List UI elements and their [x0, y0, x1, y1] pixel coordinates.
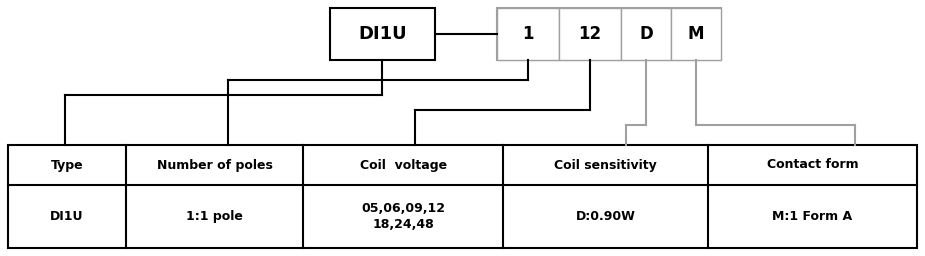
Text: M: M [688, 25, 704, 43]
Bar [8, 145, 917, 248]
Text: D:0.90W: D:0.90W [575, 210, 635, 223]
Text: M:1 Form A: M:1 Form A [772, 210, 853, 223]
Text: Contact form: Contact form [767, 158, 858, 172]
Text: Type: Type [51, 158, 83, 172]
Text: Coil sensitivity: Coil sensitivity [554, 158, 657, 172]
Bar [621, 8, 671, 60]
Bar [559, 8, 621, 60]
Text: DI1U: DI1U [358, 25, 407, 43]
Text: 05,06,09,12
18,24,48: 05,06,09,12 18,24,48 [362, 202, 446, 230]
Bar [497, 8, 559, 60]
Bar [330, 8, 435, 60]
Text: Coil  voltage: Coil voltage [360, 158, 447, 172]
Text: Number of poles: Number of poles [157, 158, 273, 172]
Bar [497, 8, 721, 60]
Text: 1:1 pole: 1:1 pole [186, 210, 243, 223]
Text: D: D [639, 25, 653, 43]
Text: DI1U: DI1U [50, 210, 84, 223]
Text: 1: 1 [523, 25, 534, 43]
Text: 12: 12 [578, 25, 601, 43]
Bar [671, 8, 721, 60]
